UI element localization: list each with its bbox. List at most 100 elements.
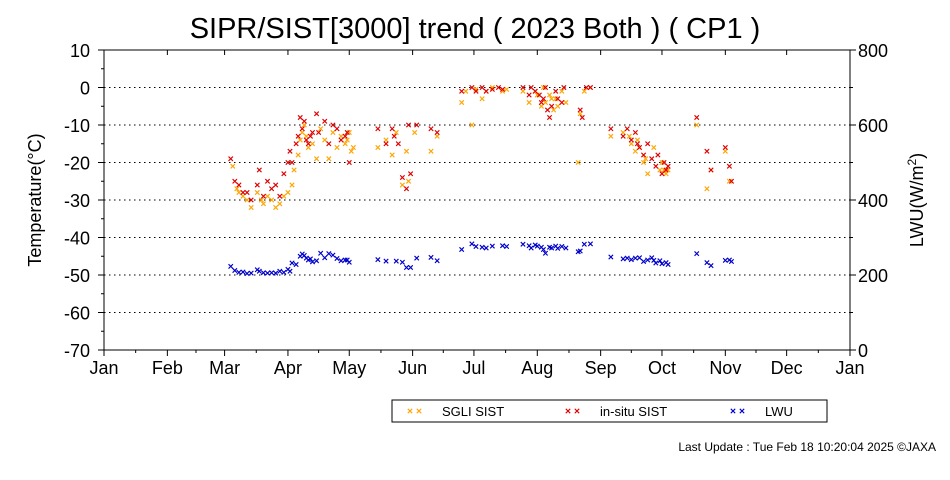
data-point-sgli-sist bbox=[428, 148, 434, 154]
data-point-lwu bbox=[318, 250, 324, 256]
data-point-in-situ-sist bbox=[428, 126, 434, 132]
data-point-lwu bbox=[273, 270, 279, 276]
data-point-in-situ-sist bbox=[587, 84, 594, 91]
data-point-lwu bbox=[293, 261, 299, 268]
legend-box bbox=[391, 399, 828, 423]
data-point-sgli-sist bbox=[346, 129, 352, 136]
data-point-sgli-sist bbox=[626, 133, 632, 139]
x-tick-label: Jan bbox=[89, 358, 118, 378]
data-point-lwu bbox=[264, 270, 271, 276]
data-point-sgli-sist bbox=[665, 167, 671, 173]
data-point-in-situ-sist bbox=[708, 167, 714, 173]
data-point-sgli-sist bbox=[538, 103, 544, 109]
data-point-sgli-sist bbox=[264, 193, 271, 199]
data-point-sgli-sist bbox=[240, 193, 246, 199]
data-point-sgli-sist bbox=[534, 92, 540, 98]
data-point-in-situ-sist bbox=[313, 111, 320, 117]
data-point-lwu bbox=[338, 258, 344, 264]
data-point-sgli-sist bbox=[479, 96, 485, 102]
data-point-in-situ-sist bbox=[520, 84, 526, 91]
data-point-lwu bbox=[256, 268, 262, 274]
data-point-in-situ-sist bbox=[330, 122, 336, 128]
data-point-sgli-sist bbox=[553, 96, 559, 102]
data-point-sgli-sist bbox=[651, 144, 657, 151]
data-point-lwu bbox=[542, 250, 549, 256]
data-point-lwu bbox=[289, 260, 295, 266]
data-point-lwu bbox=[624, 255, 630, 261]
data-point-in-situ-sist bbox=[299, 126, 305, 132]
data-point-in-situ-sist bbox=[414, 122, 420, 128]
y-left-tick-label: -10 bbox=[64, 116, 90, 136]
data-point-in-situ-sist bbox=[287, 148, 293, 154]
data-point-in-situ-sist bbox=[620, 133, 626, 139]
data-point-sgli-sist bbox=[659, 159, 665, 166]
data-point-lwu bbox=[657, 258, 663, 264]
data-point-in-situ-sist bbox=[240, 189, 246, 196]
data-point-sgli-sist bbox=[348, 148, 354, 154]
data-point-sgli-sist bbox=[504, 86, 510, 92]
data-point-lwu bbox=[428, 254, 434, 260]
x-tick-label: Jun bbox=[398, 358, 427, 378]
data-point-sgli-sist bbox=[285, 189, 291, 196]
data-point-in-situ-sist bbox=[256, 167, 262, 173]
data-point-sgli-sist bbox=[555, 103, 561, 109]
data-point-in-situ-sist bbox=[248, 197, 254, 203]
x-tick-label: Aug bbox=[521, 358, 553, 378]
data-point-in-situ-sist bbox=[549, 103, 555, 109]
data-point-in-situ-sist bbox=[726, 163, 733, 169]
data-point-lwu bbox=[665, 261, 671, 268]
data-point-sgli-sist bbox=[258, 197, 264, 203]
data-point-lwu bbox=[722, 257, 728, 263]
data-point-in-situ-sist bbox=[555, 96, 561, 102]
data-point-lwu bbox=[236, 269, 242, 275]
data-point-lwu bbox=[587, 241, 594, 247]
y-axis-label-left: Temperature(°C) bbox=[25, 133, 45, 266]
data-point-lwu bbox=[708, 263, 714, 269]
legend: SGLI SIST in-situ SIST LWU bbox=[391, 399, 828, 423]
data-point-in-situ-sist bbox=[632, 129, 638, 136]
data-point-in-situ-sist bbox=[254, 182, 260, 188]
data-point-in-situ-sist bbox=[346, 159, 352, 166]
data-point-in-situ-sist bbox=[407, 171, 414, 177]
data-point-in-situ-sist bbox=[536, 92, 542, 98]
data-point-in-situ-sist bbox=[264, 178, 271, 184]
y-axis-label-right-sup: 2 bbox=[905, 159, 919, 166]
data-point-sgli-sist bbox=[694, 122, 700, 128]
y-right-tick-label: 600 bbox=[858, 116, 888, 136]
data-point-sgli-sist bbox=[350, 144, 356, 151]
x-tick-label: Jan bbox=[835, 358, 864, 378]
data-point-in-situ-sist bbox=[285, 159, 291, 166]
y-left-tick-label: 10 bbox=[70, 41, 90, 61]
y-right-tick-label: 200 bbox=[858, 266, 888, 286]
legend-marker bbox=[416, 408, 422, 414]
data-point-sgli-sist bbox=[326, 156, 332, 162]
y-axis-label-right-main: LWU(W/m bbox=[907, 166, 927, 248]
data-point-in-situ-sist bbox=[395, 141, 401, 147]
data-point-in-situ-sist bbox=[608, 126, 614, 132]
data-point-sgli-sist bbox=[489, 84, 495, 91]
data-point-lwu bbox=[260, 270, 267, 276]
data-point-in-situ-sist bbox=[489, 86, 495, 92]
data-point-in-situ-sist bbox=[532, 88, 538, 94]
data-point-sgli-sist bbox=[634, 137, 641, 143]
data-point-in-situ-sist bbox=[663, 167, 669, 173]
data-point-sgli-sist bbox=[389, 152, 395, 158]
data-point-sgli-sist bbox=[322, 137, 328, 143]
data-point-sgli-sist bbox=[375, 144, 381, 151]
data-point-lwu bbox=[383, 258, 389, 264]
data-point-sgli-sist bbox=[526, 99, 532, 106]
legend-label: in-situ SIST bbox=[600, 404, 667, 419]
data-point-in-situ-sist bbox=[544, 107, 551, 113]
data-point-lwu bbox=[540, 246, 547, 253]
data-point-in-situ-sist bbox=[659, 171, 665, 177]
data-point-in-situ-sist bbox=[694, 114, 700, 121]
data-point-lwu bbox=[645, 257, 651, 263]
data-point-sgli-sist bbox=[546, 92, 553, 98]
data-point-in-situ-sist bbox=[473, 88, 479, 94]
data-point-lwu bbox=[403, 264, 410, 271]
data-point-sgli-sist bbox=[299, 129, 305, 136]
y-axis-label-right: LWU(W/m2) bbox=[905, 153, 927, 247]
y-axis-label-right-close: ) bbox=[907, 153, 927, 159]
legend-marker bbox=[565, 408, 571, 414]
